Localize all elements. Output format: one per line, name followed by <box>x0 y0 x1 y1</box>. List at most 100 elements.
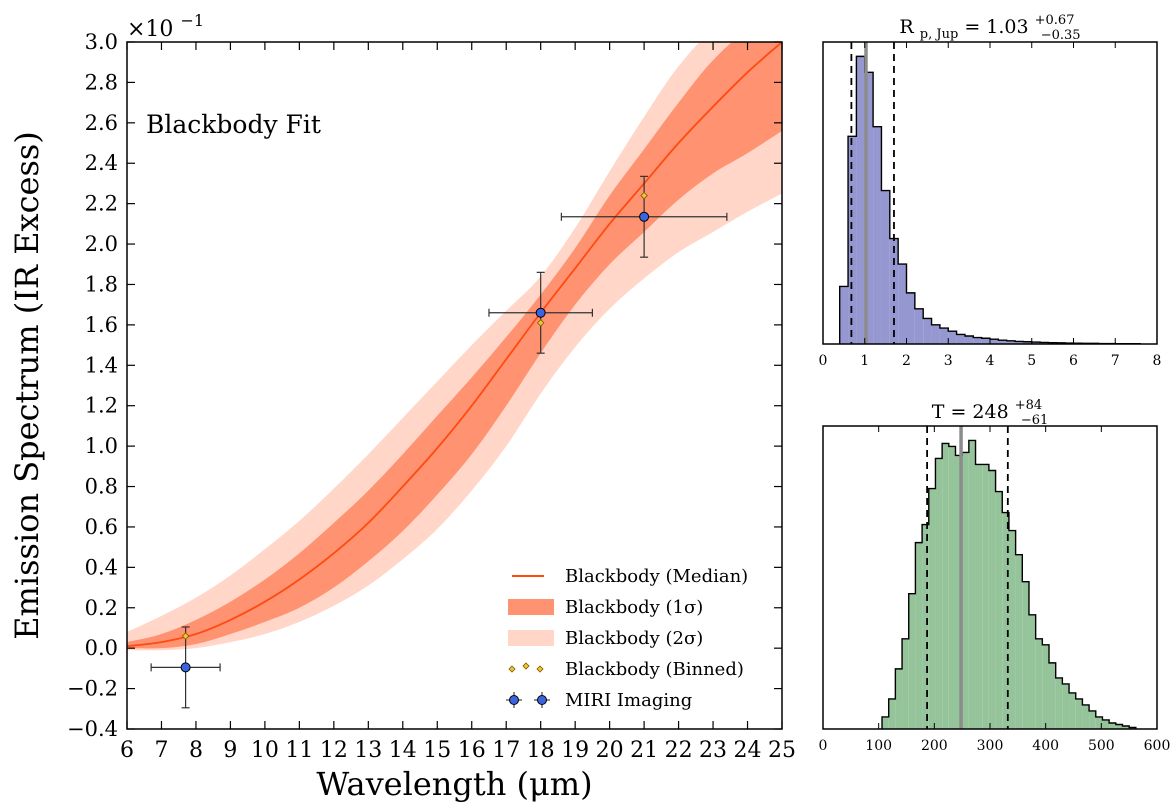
median-curve-group <box>127 42 782 648</box>
histogram-bar <box>931 324 940 344</box>
histogram-outline <box>839 55 1141 345</box>
histogram-temperature: 0 100 200 300 400 500 600 T = 248 +84 −61 <box>819 392 1171 754</box>
histogram-bar <box>1109 722 1116 729</box>
legend-item: MIRI Imaging <box>506 690 692 711</box>
histogram-bar <box>1023 341 1032 344</box>
title-base: R <box>899 16 914 38</box>
histogram-bar <box>962 452 969 729</box>
binned-point <box>181 632 190 640</box>
y-tick-label: 0.4 <box>85 555 118 579</box>
miri-point <box>488 271 593 354</box>
x-tick-label: 24 <box>734 738 762 763</box>
histogram-bar <box>1031 342 1041 344</box>
y-tick-label: 0.0 <box>85 636 118 660</box>
legend-label: Blackbody (2σ) <box>565 628 703 649</box>
histogram-bars <box>839 55 1141 345</box>
x-tick-label: 7 <box>1111 353 1120 369</box>
histogram-bar <box>956 334 965 344</box>
histogram-bar <box>1040 342 1049 344</box>
x-axis-label: Wavelength (μm) <box>316 765 592 803</box>
x-tick-label: 500 <box>1088 738 1115 754</box>
x-tick-label: 3 <box>944 353 953 369</box>
data-points <box>150 175 728 709</box>
x-tick-label: 2 <box>902 353 911 369</box>
x-tick-label: 10 <box>251 738 279 763</box>
legend-label: Blackbody (1σ) <box>565 597 703 618</box>
x-tick-label: 8 <box>1153 353 1162 369</box>
title-plus-error: +0.67 <box>1035 13 1075 28</box>
legend-label: Blackbody (Median) <box>565 566 748 587</box>
histogram-bar <box>1049 662 1056 729</box>
histogram-bar <box>889 238 899 344</box>
y-axis-label: Emission Spectrum (IR Excess) <box>8 131 46 640</box>
histogram-bar <box>906 292 915 344</box>
legend-label: Blackbody (Binned) <box>565 659 744 680</box>
y-tick-label: 0.6 <box>85 515 118 539</box>
y-tick-label: 1.2 <box>85 394 118 418</box>
title-value: = 1.03 <box>964 16 1028 38</box>
legend-swatch <box>522 662 530 670</box>
legend-swatch <box>508 599 554 615</box>
histogram-bar <box>1069 692 1076 729</box>
histogram-title: T = 248 +84 −61 <box>932 392 1049 428</box>
histogram-bar <box>1055 677 1063 729</box>
x-tick-label: 0 <box>819 738 828 754</box>
histogram-bar <box>973 337 982 344</box>
legend-swatch <box>536 665 544 673</box>
y-tick-label: 2.6 <box>85 111 118 135</box>
histogram-bar <box>955 455 963 729</box>
histogram-bars <box>881 439 1137 730</box>
legend-item: Blackbody (Binned) <box>508 659 744 680</box>
axis-ticks: 0 1 2 3 4 5 6 7 8 <box>819 42 1162 369</box>
histogram-bar <box>942 443 949 729</box>
y-tick-label: −0.4 <box>67 717 118 741</box>
legend-label: MIRI Imaging <box>565 690 692 711</box>
histogram-bar <box>995 491 1003 729</box>
legend: Blackbody (Median) Blackbody (1σ) Blackbod… <box>506 566 748 711</box>
histogram-bar <box>902 638 909 729</box>
histogram-bar <box>1028 614 1036 729</box>
histogram-bar <box>948 446 956 729</box>
histogram-bar <box>948 331 957 344</box>
y-tick-label: 3.0 <box>85 30 118 54</box>
title-base: T <box>932 401 945 423</box>
histogram-bar <box>982 464 989 729</box>
title-plus-error: +84 <box>1015 398 1042 413</box>
x-tick-label: 21 <box>630 738 658 763</box>
histogram-markers <box>850 42 895 344</box>
sigma1-band <box>127 42 782 649</box>
histogram-bar <box>990 339 999 344</box>
histogram-bar <box>908 593 916 729</box>
histogram-markers <box>926 426 1009 729</box>
x-tick-label: 14 <box>389 738 417 763</box>
histogram-bar <box>1129 727 1136 729</box>
histogram-bar <box>1042 644 1050 729</box>
x-tick-label: 1 <box>860 353 869 369</box>
x-tick-label: 13 <box>354 738 382 763</box>
histogram-bar <box>975 464 983 729</box>
miri-point <box>560 175 728 258</box>
histogram-bar <box>1022 581 1029 729</box>
histogram-bar <box>1095 716 1103 729</box>
histogram-bar <box>1089 710 1096 729</box>
histogram-bar <box>922 524 929 729</box>
x-tick-label: 8 <box>189 738 203 763</box>
x-tick-label: 16 <box>458 738 486 763</box>
histogram-bar <box>981 338 990 344</box>
x-tick-label: 22 <box>665 738 693 763</box>
histogram-bar <box>881 190 890 344</box>
x-tick-label: 200 <box>921 738 948 754</box>
histogram-bar <box>988 470 996 729</box>
y-tick-label: 2.2 <box>85 192 118 216</box>
title-value: = 248 <box>950 401 1008 423</box>
x-tick-label: 100 <box>865 738 892 754</box>
histogram-bar <box>939 328 949 344</box>
axis-ticks: 0 100 200 300 400 500 600 <box>819 426 1170 754</box>
histogram-outline <box>881 439 1137 730</box>
histogram-bar <box>1015 554 1023 729</box>
title-minus-error: −0.35 <box>1041 28 1081 43</box>
histogram-bar <box>898 264 907 344</box>
histogram-bar <box>1122 725 1130 729</box>
legend-swatch <box>508 665 516 673</box>
